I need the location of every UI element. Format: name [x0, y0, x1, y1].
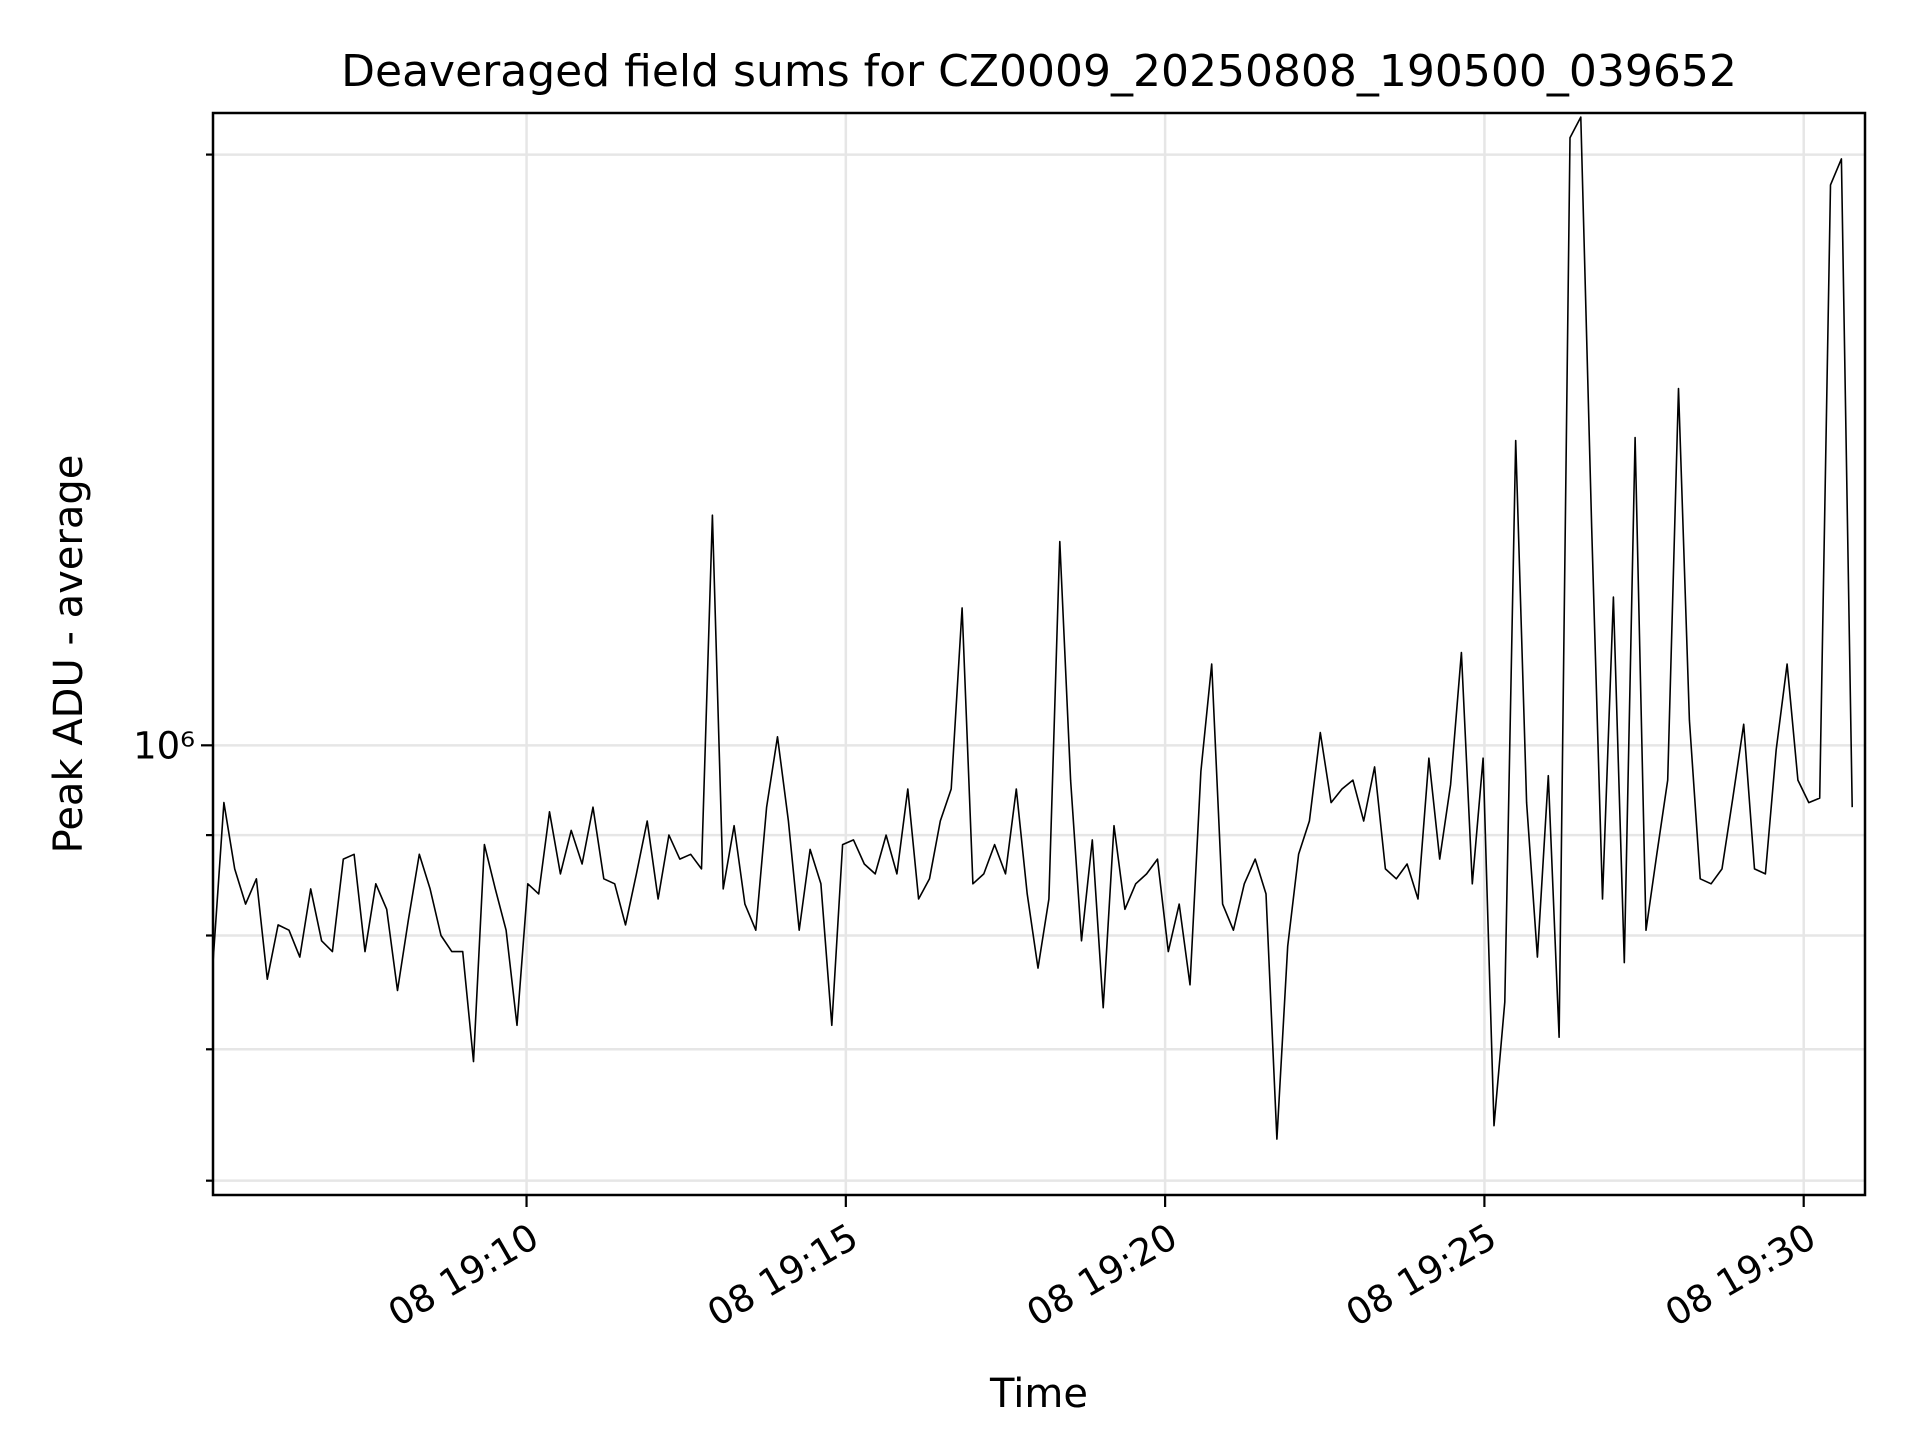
y-tick-label: 10⁶ [133, 724, 195, 767]
plot-frame [211, 111, 1867, 1197]
series-line [212, 116, 1853, 1140]
grid-lines [213, 113, 1865, 1195]
y-axis-label: Peak ADU - average [46, 455, 92, 854]
chart-title: Deaveraged field sums for CZ0009_2025080… [341, 46, 1737, 97]
series-layer [212, 116, 1853, 1140]
x-axis-label: Time [989, 1371, 1088, 1417]
